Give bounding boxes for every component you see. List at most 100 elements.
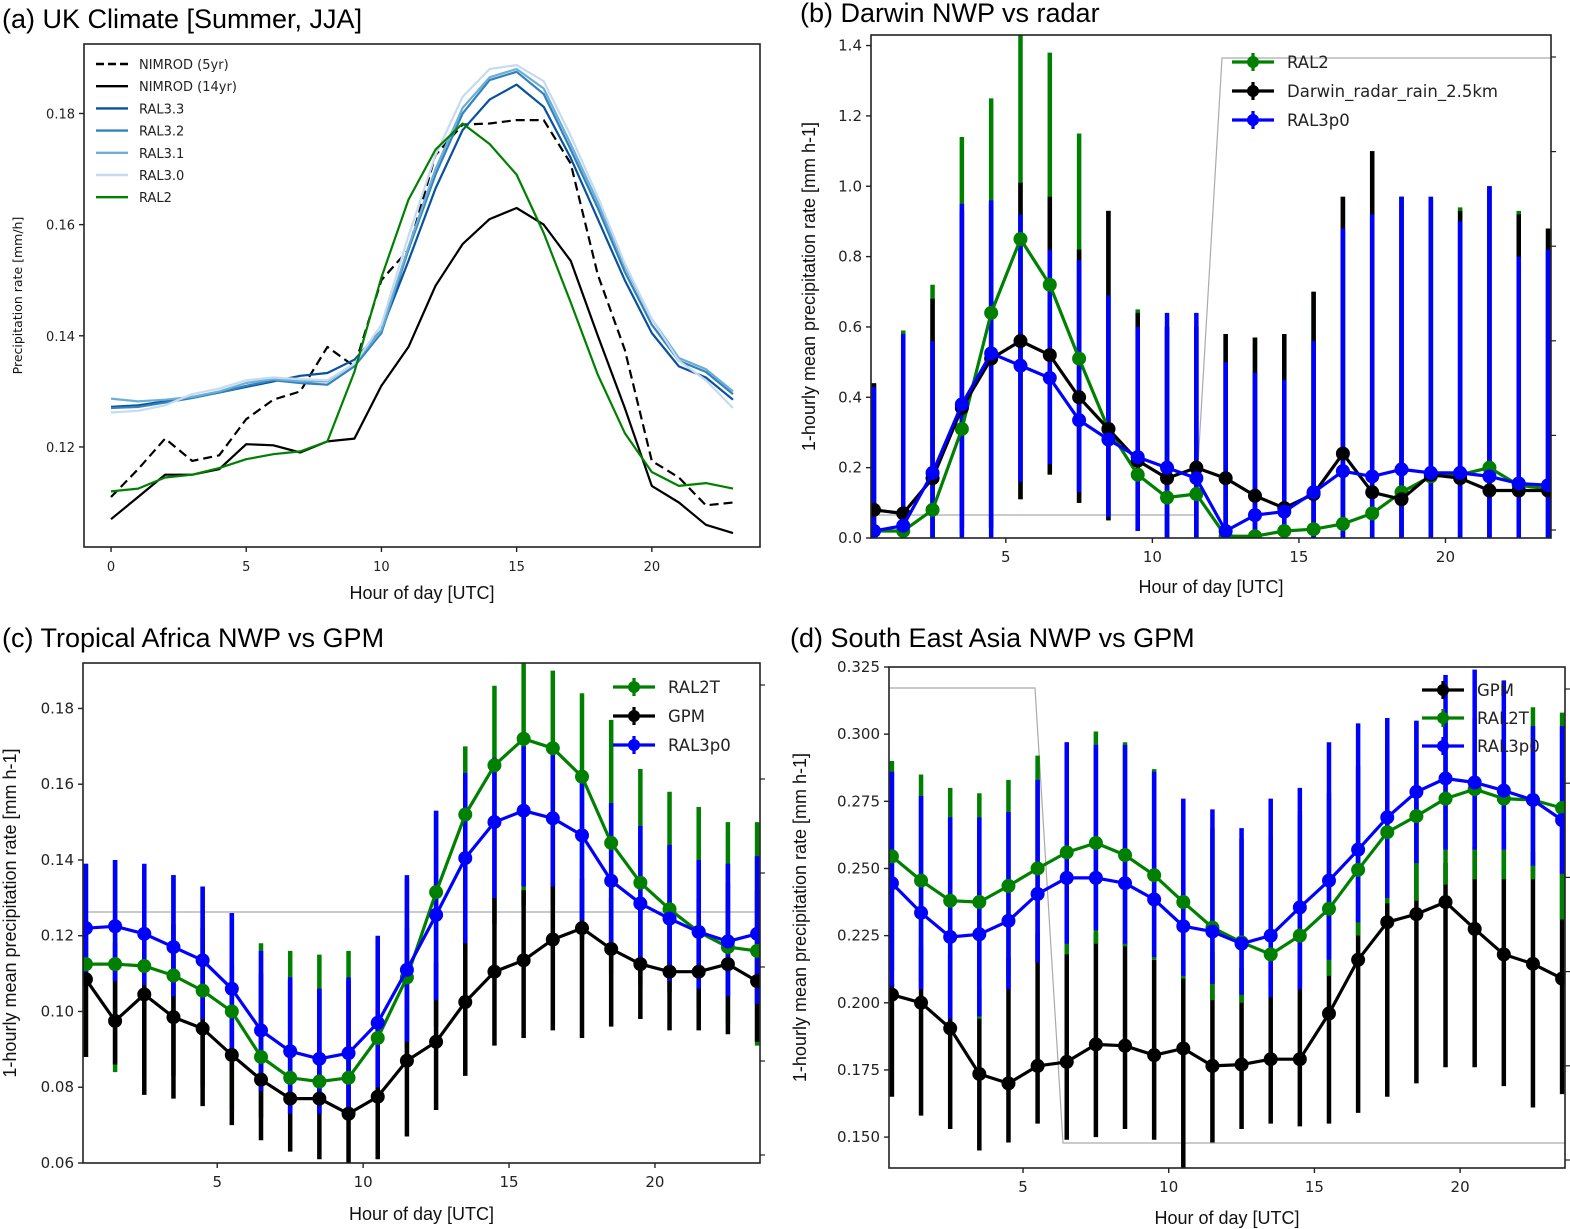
data-point [1263,1052,1278,1067]
data-point [1409,907,1424,922]
data-point [487,964,502,979]
data-point [1351,842,1366,857]
plot-area [871,35,1551,538]
data-point [370,1089,385,1104]
data-point [750,926,760,941]
y-tick-label: 0.12 [46,441,75,456]
y-tick-label: 1.2 [838,107,862,125]
y-tick-label: 0.8 [838,248,862,266]
y-tick-label: 0.300 [837,725,880,743]
legend-marker [628,739,640,751]
legend-label: RAL3.3 [139,102,184,117]
data-point [1321,1006,1336,1021]
data-point [954,421,969,436]
data-point [1467,775,1482,790]
data-point [370,1031,385,1045]
data-point [83,957,93,972]
data-point [1365,506,1380,521]
y-tick-label: 0.4 [838,388,862,406]
series-darwin-radar-rain-2-5km [871,151,1551,538]
x-tick-label: 15 [1289,548,1308,566]
x-axis-label: Hour of day [UTC] [1138,577,1283,597]
data-point [1205,1058,1220,1073]
series-gpm [889,801,1565,1168]
data-point [516,953,531,968]
y-tick-label: 0.06 [41,1154,74,1172]
data-point [1130,450,1145,465]
y-tick-label: 0.14 [46,330,75,345]
y-axis-label: 1-hourly mean precipitation rate [mm h-1… [0,748,20,1077]
data-point [943,893,958,908]
data-point [195,983,210,998]
data-point [224,981,239,996]
panel-title: (c) Tropical Africa NWP vs GPM [2,623,384,653]
data-point [972,895,987,910]
data-point [1511,476,1526,491]
y-tick-label: 0.18 [41,699,74,717]
series-ral3p0 [889,669,1565,1019]
data-point [341,1046,356,1061]
data-point [984,346,999,361]
y-tick-label: 1.0 [838,177,862,195]
data-point [574,828,589,843]
data-point [889,876,899,891]
plot-area [83,663,760,1163]
panel-a: (a) UK Climate [Summer, JJA] 0 5 10 15 20 0.12… [2,4,761,603]
data-point [545,811,560,826]
data-point [1555,801,1565,816]
data-point [1189,487,1204,502]
data-point [1160,471,1175,486]
legend-marker [1247,56,1259,68]
series-line [110,206,734,535]
data-point [1277,504,1292,519]
legend-label: NIMROD (5yr) [139,58,229,73]
data-point [1306,485,1321,500]
legend-marker [1247,114,1259,126]
data-point [943,929,958,944]
x-tick-label: 20 [644,560,661,575]
panel-title: (b) Darwin NWP vs radar [800,0,1100,28]
series-ral2t [889,707,1565,1019]
data-point [984,305,999,320]
legend-label: RAL3p0 [1477,737,1540,756]
data-point [429,907,444,922]
series-line [84,926,758,1116]
data-point [1072,413,1087,428]
data-point [750,943,760,958]
x-tick-label: 0 [107,560,115,575]
x-tick-label: 20 [645,1173,664,1191]
data-point [691,924,706,939]
data-point [1059,1054,1074,1069]
data-point [633,896,648,911]
legend-label: GPM [668,707,705,726]
data-point [889,987,899,1002]
x-tick-label: 5 [1018,1178,1028,1196]
data-point [1013,334,1028,349]
series-line [873,339,1549,516]
data-point [1365,485,1380,500]
data-point [224,1004,239,1019]
x-axis-label: Hour of day [UTC] [349,583,494,603]
data-point [954,397,969,412]
data-point [871,523,881,538]
series-line [110,70,734,410]
series-line [110,83,734,408]
data-point [1088,1037,1103,1052]
data-point [1467,921,1482,936]
data-point [633,957,648,972]
data-point [283,1044,298,1059]
y-axis-label: 1-hourly mean precipitation rate [mm h-1… [799,122,819,451]
data-point [972,927,987,942]
data-point [1525,956,1540,971]
data-point [137,959,152,974]
data-point [1118,848,1133,863]
x-tick-label: 15 [508,560,525,575]
y-tick-label: 0.250 [837,859,880,877]
data-point [1059,870,1074,885]
x-tick-label: 10 [1143,548,1162,566]
data-point [1247,508,1262,523]
data-point [574,921,589,936]
data-point [1059,845,1074,860]
data-point [1292,928,1307,943]
data-point [1072,390,1087,405]
